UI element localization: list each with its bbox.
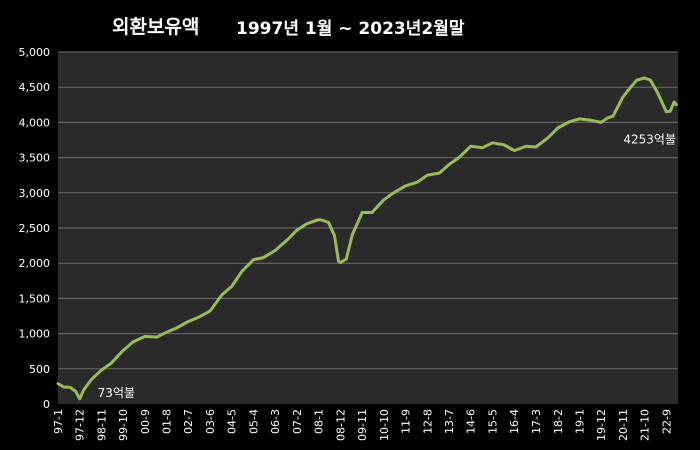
chart-title-main: 외환보유액 (112, 16, 200, 38)
y-tick-label: 3,500 (19, 152, 51, 165)
x-tick-label: 11-9 (400, 409, 413, 434)
x-tick-label: 14-6 (465, 409, 478, 434)
chart-title: 외환보유액 1997년 1월 ~ 2023년2월말 (0, 12, 700, 42)
x-tick-label: 02-7 (182, 409, 195, 434)
annotation-min: 73억불 (98, 386, 135, 400)
x-tick-label: 05-4 (247, 409, 260, 434)
x-tick-label: 04-5 (226, 409, 239, 434)
x-tick-label: 97-1 (52, 409, 65, 434)
x-tick-label: 16-4 (508, 409, 521, 434)
x-tick-label: 13-7 (443, 409, 456, 434)
x-tick-label: 98-11 (95, 409, 108, 441)
x-tick-label: 10-10 (378, 409, 391, 441)
grid-lines (58, 51, 678, 370)
x-tick-label: 20-11 (617, 409, 630, 441)
x-tick-label: 09-11 (356, 409, 369, 441)
series-line (56, 76, 678, 401)
x-tick-label: 00-9 (139, 409, 152, 434)
y-tick-label: 500 (29, 363, 50, 376)
x-tick-label: 12-8 (421, 409, 434, 434)
annotations: 73억불 4253억불 (98, 133, 676, 400)
x-tick-label: 19-1 (573, 409, 586, 434)
x-tick-label: 22-9 (660, 409, 673, 434)
y-tick-label: 0 (43, 398, 50, 411)
chart-subtitle: 1997년 1월 ~ 2023년2월말 (236, 19, 465, 39)
x-tick-label: 21-10 (639, 409, 652, 441)
x-axis-ticks: 97-1 97-12 98-11 99-10 00-9 01-8 02-7 03-6 04-5 0… (52, 409, 673, 441)
x-tick-label: 18-2 (552, 409, 565, 434)
annotation-latest: 4253억불 (623, 133, 676, 147)
x-tick-label: 06-3 (269, 409, 282, 434)
y-axis-ticks: 0 500 1,000 1,500 2,000 2,500 3,000 3,500 4,000 4… (19, 46, 51, 411)
y-tick-label: 5,000 (19, 46, 51, 59)
x-tick-label: 15-5 (486, 409, 499, 434)
y-tick-label: 1,000 (19, 328, 51, 341)
x-tick-label: 17-3 (530, 409, 543, 434)
y-tick-label: 4,000 (19, 116, 51, 129)
x-tick-label: 07-2 (291, 409, 304, 434)
y-tick-label: 2,000 (19, 257, 51, 270)
y-tick-label: 1,500 (19, 292, 51, 305)
y-tick-label: 2,500 (19, 222, 51, 235)
x-tick-label: 19-12 (595, 409, 608, 441)
x-tick-label: 01-8 (161, 409, 174, 434)
x-tick-label: 97-12 (74, 409, 87, 441)
x-tick-label: 03-6 (204, 409, 217, 434)
x-tick-label: 08-12 (334, 409, 347, 441)
y-tick-label: 3,000 (19, 187, 51, 200)
x-tick-label: 08-1 (313, 409, 326, 434)
x-tick-label: 99-10 (117, 409, 130, 441)
y-tick-label: 4,500 (19, 81, 51, 94)
